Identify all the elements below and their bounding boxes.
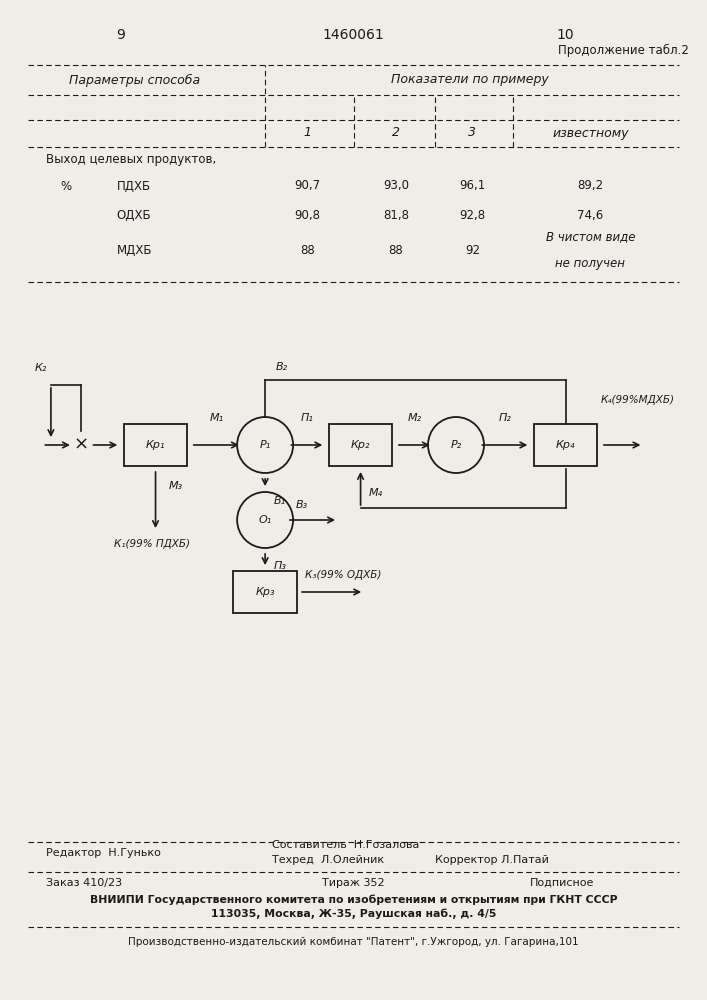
Text: В₁: В₁ — [274, 496, 286, 506]
Text: 93,0: 93,0 — [383, 180, 409, 192]
Text: 88: 88 — [389, 243, 403, 256]
Text: Подписное: Подписное — [530, 878, 595, 888]
Text: Продолжение табл.2: Продолжение табл.2 — [559, 43, 689, 57]
Text: 81,8: 81,8 — [383, 209, 409, 222]
Text: ОДХБ: ОДХБ — [117, 209, 151, 222]
Text: ПДХБ: ПДХБ — [117, 180, 151, 192]
Text: %: % — [60, 180, 71, 192]
Bar — [233, 571, 297, 613]
Text: 88: 88 — [300, 243, 315, 256]
Text: Кр₃: Кр₃ — [255, 587, 275, 597]
Text: П₃: П₃ — [274, 561, 286, 571]
Text: В чистом виде: В чистом виде — [546, 231, 635, 243]
Text: М₄: М₄ — [369, 488, 383, 498]
Text: 89,2: 89,2 — [578, 180, 603, 192]
Text: Выход целевых продуктов,: Выход целевых продуктов, — [46, 153, 216, 166]
Text: ×: × — [74, 436, 89, 454]
Text: ВНИИПИ Государственного комитета по изобретениям и открытиям при ГКНТ СССР: ВНИИПИ Государственного комитета по изоб… — [90, 895, 617, 905]
Text: не получен: не получен — [556, 256, 625, 269]
Text: 3: 3 — [468, 126, 477, 139]
Text: 96,1: 96,1 — [459, 180, 486, 192]
Text: 10: 10 — [557, 28, 574, 42]
Bar — [329, 424, 392, 466]
Text: П₂: П₂ — [498, 413, 511, 423]
Text: Составитель  Н.Гозалова: Составитель Н.Гозалова — [272, 840, 419, 850]
Text: Кр₁: Кр₁ — [146, 440, 165, 450]
Text: 113035, Москва, Ж-35, Раушская наб., д. 4/5: 113035, Москва, Ж-35, Раушская наб., д. … — [211, 909, 496, 919]
Text: В₃: В₃ — [296, 500, 308, 510]
Text: Кр₂: Кр₂ — [351, 440, 370, 450]
Text: Тираж 352: Тираж 352 — [322, 878, 385, 888]
Text: 9: 9 — [116, 28, 124, 42]
Text: К₁(99% ПДХБ): К₁(99% ПДХБ) — [114, 539, 190, 549]
Text: 74,6: 74,6 — [577, 209, 604, 222]
Text: Кр₄: Кр₄ — [556, 440, 575, 450]
Text: известному: известному — [552, 126, 629, 139]
Text: М₃: М₃ — [168, 481, 182, 491]
Text: Р₁: Р₁ — [259, 440, 271, 450]
Text: Р₂: Р₂ — [450, 440, 462, 450]
Text: М₂: М₂ — [407, 413, 421, 423]
Text: Производственно-издательский комбинат "Патент", г.Ужгород, ул. Гагарина,101: Производственно-издательский комбинат "П… — [128, 937, 579, 947]
Text: К₃(99% ОДХБ): К₃(99% ОДХБ) — [305, 570, 382, 580]
Text: В₂: В₂ — [276, 362, 288, 372]
Text: 92,8: 92,8 — [460, 209, 485, 222]
Text: 1460061: 1460061 — [322, 28, 385, 42]
Text: 90,8: 90,8 — [295, 209, 320, 222]
Text: 90,7: 90,7 — [295, 180, 320, 192]
Text: 92: 92 — [464, 243, 480, 256]
Text: Техред  Л.Олейник: Техред Л.Олейник — [272, 855, 385, 865]
Text: Показатели по примеру: Показатели по примеру — [391, 74, 549, 87]
Text: М₁: М₁ — [209, 413, 223, 423]
Text: Заказ 410/23: Заказ 410/23 — [46, 878, 122, 888]
Text: МДХБ: МДХБ — [117, 243, 152, 256]
Text: К₄(99%МДХБ): К₄(99%МДХБ) — [601, 395, 675, 405]
Text: 1: 1 — [303, 126, 312, 139]
Text: 2: 2 — [392, 126, 400, 139]
Bar — [534, 424, 597, 466]
Text: Корректор Л.Патай: Корректор Л.Патай — [435, 855, 549, 865]
Text: К₂: К₂ — [35, 363, 47, 373]
Text: О₁: О₁ — [259, 515, 271, 525]
Text: Параметры способа: Параметры способа — [69, 73, 200, 87]
Text: П₁: П₁ — [300, 413, 313, 423]
Text: Редактор  Н.Гунько: Редактор Н.Гунько — [46, 848, 160, 858]
Bar — [124, 424, 187, 466]
